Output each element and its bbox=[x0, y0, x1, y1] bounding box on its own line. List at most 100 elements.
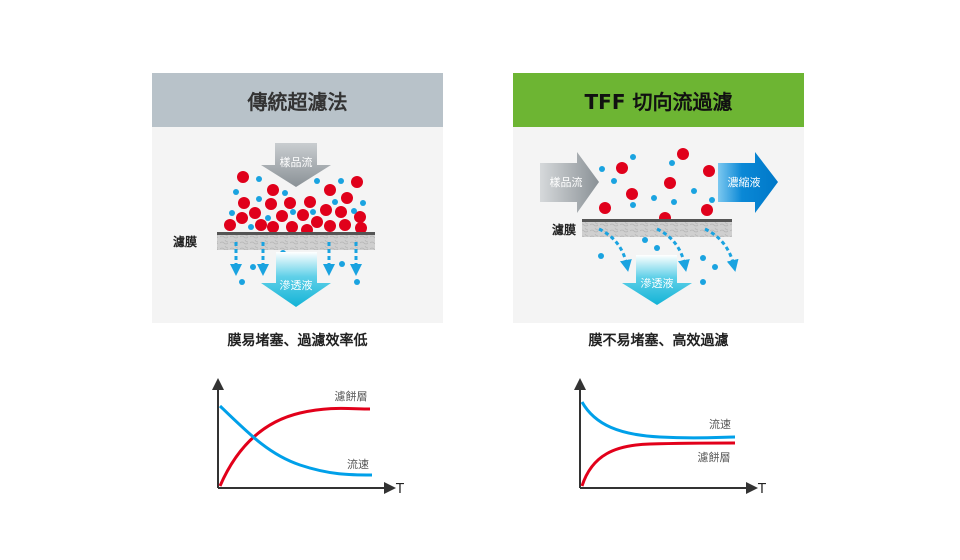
traditional-caption: 膜易堵塞、過濾效率低 bbox=[227, 333, 368, 349]
small-particle bbox=[233, 189, 239, 195]
tff-sample-arrow: 樣品流 bbox=[540, 152, 599, 213]
tff-membrane-surface bbox=[582, 219, 732, 222]
small-particle bbox=[651, 195, 657, 201]
large-particle bbox=[355, 222, 367, 234]
cake-layer-curve bbox=[218, 406, 371, 487]
traditional-membrane bbox=[217, 235, 375, 250]
small-particle bbox=[642, 237, 648, 243]
large-particle bbox=[224, 219, 236, 231]
small-particle bbox=[338, 178, 344, 184]
small-particle bbox=[630, 202, 636, 208]
traditional-membrane-surface bbox=[217, 232, 375, 235]
small-particle bbox=[691, 188, 697, 194]
small-particle bbox=[671, 199, 677, 205]
small-particle bbox=[282, 190, 288, 196]
tff-concentrate-arrow: 濃縮液 bbox=[718, 152, 778, 213]
large-particle bbox=[626, 188, 638, 200]
cake-layer-label: 濾餅層 bbox=[698, 450, 731, 464]
large-particle bbox=[286, 221, 298, 233]
small-particle bbox=[700, 255, 706, 261]
large-particle bbox=[324, 184, 336, 196]
large-particle bbox=[703, 165, 715, 177]
small-particle bbox=[229, 210, 235, 216]
small-particle bbox=[248, 224, 254, 230]
small-particle bbox=[250, 264, 256, 270]
cake-layer-label: 濾餅層 bbox=[335, 389, 368, 403]
small-particle bbox=[351, 208, 357, 214]
tff-caption: 膜不易堵塞、高效過濾 bbox=[588, 333, 729, 349]
tff-permeate-arrow: 滲透液 bbox=[622, 255, 692, 305]
cake-layer-curve bbox=[580, 441, 736, 487]
large-particle bbox=[324, 220, 336, 232]
large-particle bbox=[284, 197, 296, 209]
large-particle bbox=[339, 219, 351, 231]
large-particle bbox=[599, 202, 611, 214]
traditional-sample-label: 樣品流 bbox=[280, 155, 313, 169]
small-particle bbox=[314, 178, 320, 184]
small-particle bbox=[256, 196, 262, 202]
large-particle bbox=[238, 197, 250, 209]
tff-title: TFF 切向流過濾 bbox=[513, 73, 804, 127]
small-particle bbox=[700, 279, 706, 285]
small-particle bbox=[265, 215, 271, 221]
small-particle bbox=[310, 209, 316, 215]
tff-graph: T 流速 濾餅層 bbox=[574, 378, 766, 497]
small-particle bbox=[709, 197, 715, 203]
small-particle bbox=[630, 154, 636, 160]
large-particle bbox=[249, 207, 261, 219]
tff-sample-label: 樣品流 bbox=[550, 175, 583, 189]
traditional-permeate-label: 滲透液 bbox=[280, 278, 313, 292]
large-particle bbox=[664, 177, 676, 189]
large-particle bbox=[237, 171, 249, 183]
small-particle bbox=[354, 279, 360, 285]
large-particle bbox=[335, 206, 347, 218]
flux-label: 流速 bbox=[709, 417, 731, 431]
large-particle bbox=[341, 192, 353, 204]
small-particle bbox=[669, 160, 675, 166]
large-particle bbox=[267, 221, 279, 233]
traditional-membrane-label: 濾膜 bbox=[173, 234, 197, 249]
tff-curved-dashed-arrows bbox=[598, 227, 739, 272]
large-particle bbox=[351, 176, 363, 188]
small-particle bbox=[712, 264, 718, 270]
small-particle bbox=[332, 199, 338, 205]
traditional-title: 傳統超濾法 bbox=[152, 73, 443, 127]
small-particle bbox=[599, 166, 605, 172]
large-particle bbox=[236, 212, 248, 224]
large-particle bbox=[304, 196, 316, 208]
small-particle bbox=[654, 245, 660, 251]
small-particle bbox=[256, 176, 262, 182]
large-particle bbox=[297, 209, 309, 221]
traditional-permeate-arrow: 滲透液 bbox=[261, 252, 331, 307]
tff-particles bbox=[598, 148, 718, 285]
x-axis-label: T bbox=[395, 482, 404, 497]
large-particle bbox=[265, 198, 277, 210]
tff-concentrate-label: 濃縮液 bbox=[728, 175, 761, 189]
small-particle bbox=[611, 178, 617, 184]
large-particle bbox=[276, 210, 288, 222]
traditional-sample-arrow: 樣品流 bbox=[261, 143, 331, 187]
flux-curve bbox=[218, 404, 373, 477]
large-particle bbox=[320, 204, 332, 216]
large-particle bbox=[255, 219, 267, 231]
large-particle bbox=[311, 216, 323, 228]
flux-curve bbox=[580, 401, 736, 440]
small-particle bbox=[360, 200, 366, 206]
flux-label: 流速 bbox=[347, 457, 369, 471]
large-particle bbox=[701, 204, 713, 216]
large-particle bbox=[267, 184, 279, 196]
small-particle bbox=[239, 279, 245, 285]
large-particle bbox=[354, 211, 366, 223]
small-particle bbox=[598, 253, 604, 259]
traditional-graph: T 濾餅層 流速 bbox=[212, 378, 404, 497]
small-particle bbox=[290, 209, 296, 215]
small-particle bbox=[339, 261, 345, 267]
traditional-particles bbox=[224, 171, 367, 285]
tff-permeate-label: 滲透液 bbox=[641, 276, 674, 290]
tff-membrane-label: 濾膜 bbox=[552, 222, 576, 237]
traditional-dashed-arrows bbox=[230, 242, 362, 276]
x-axis-label: T bbox=[757, 482, 766, 497]
large-particle bbox=[677, 148, 689, 160]
large-particle bbox=[616, 162, 628, 174]
